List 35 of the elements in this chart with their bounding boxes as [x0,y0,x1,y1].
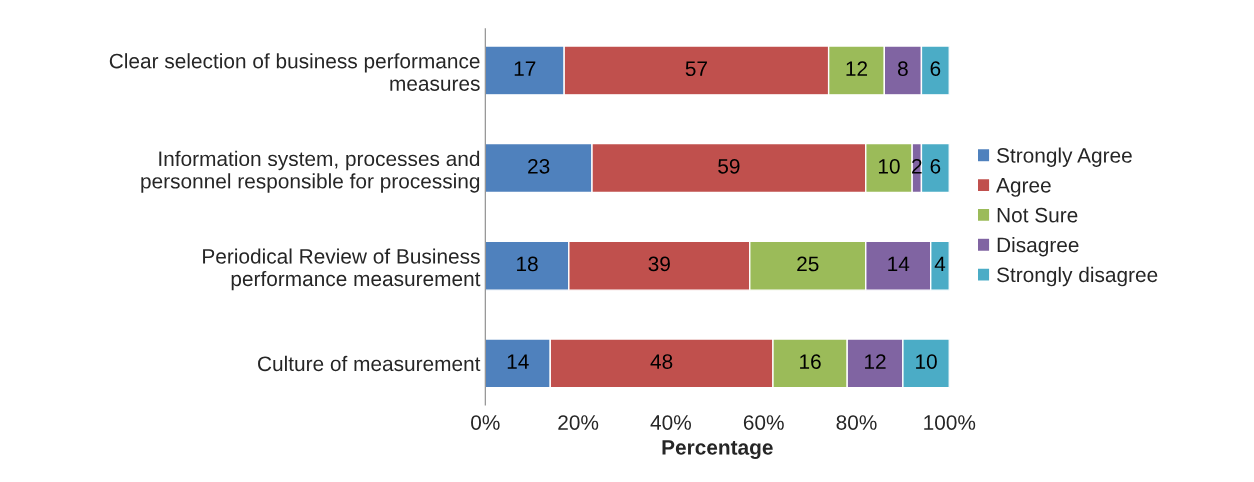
legend-label: Strongly Agree [997,147,1132,167]
data-label: 10 [878,158,900,174]
data-label: 10 [916,354,937,369]
data-label: 14 [888,256,910,272]
data-label: 25 [797,256,819,272]
data-label: 17 [514,61,536,76]
legend-label: Disagree [997,237,1079,257]
data-label: 59 [718,158,740,174]
data-label: 18 [517,256,538,272]
data-label: 48 [650,354,673,369]
data-label: 16 [800,354,821,369]
x-tick-label: 100% [924,415,976,430]
data-label: 4 [934,256,946,272]
y-tick-label: Clear selection of business performance measures [109,53,480,91]
x-tick-label: 60% [743,415,784,430]
legend-label: Agree [996,178,1051,197]
data-label: 12 [846,61,868,76]
data-label: 6 [930,61,941,77]
data-label: 8 [897,61,908,77]
x-tick-label: 40% [650,415,691,430]
data-label: 6 [930,158,941,174]
data-label: 23 [528,158,550,174]
x-tick-label: 0% [471,415,500,430]
data-label: 39 [648,256,670,272]
data-label: 57 [685,61,707,77]
x-axis-title: Percentage [662,440,773,459]
legend-label: Not Sure [997,207,1078,223]
legend-label: Strongly disagree [997,266,1158,287]
data-label: 14 [507,354,529,369]
x-tick-label: 80% [836,415,877,430]
x-tick-label: 20% [558,415,599,430]
y-tick-label: Periodical Review of Business performance measurement [203,248,481,291]
data-label: 12 [865,354,886,369]
y-tick-label: Culture of measurement [258,355,481,372]
y-tick-label: Information system, processes and personnel responsible for processing [141,150,480,193]
